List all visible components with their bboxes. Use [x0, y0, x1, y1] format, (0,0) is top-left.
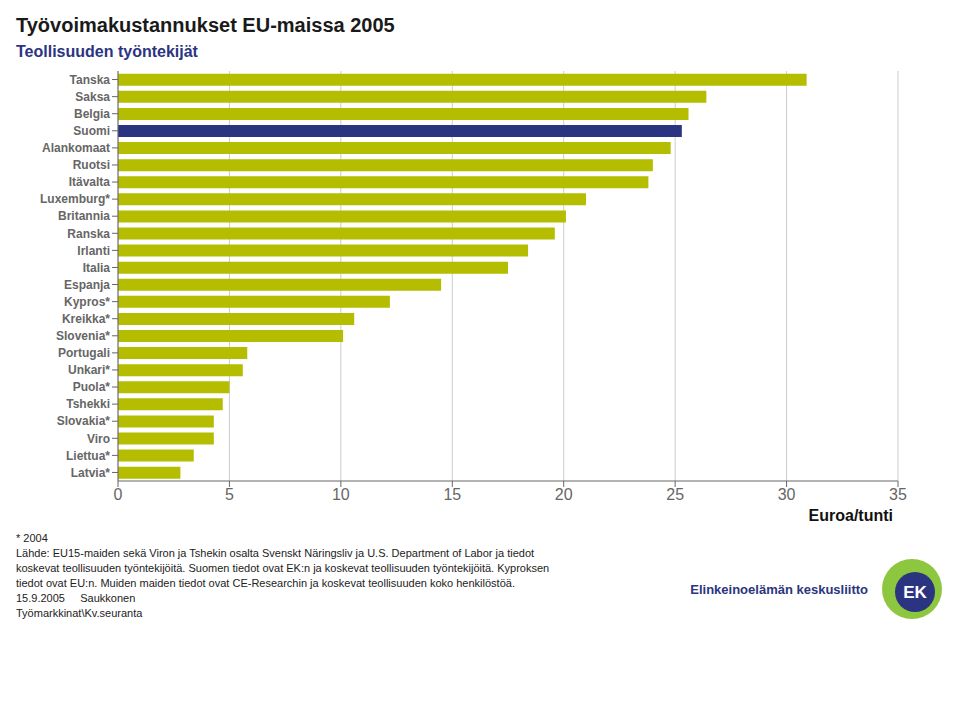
html-text:Elinkeinoelämän keskusliitto: Elinkeinoelämän keskusliitto: [690, 581, 868, 597]
svg-text:15: 15: [443, 486, 461, 503]
svg-text:Tshekki: Tshekki: [66, 397, 110, 411]
svg-text:0: 0: [114, 486, 123, 503]
svg-text:Alankomaat: Alankomaat: [42, 141, 110, 155]
svg-text:Belgia: Belgia: [74, 107, 110, 121]
svg-text:Kreikka*: Kreikka*: [62, 312, 110, 326]
svg-text:Italia: Italia: [83, 261, 111, 275]
svg-text:Luxemburg*: Luxemburg*: [40, 192, 110, 206]
svg-text:5: 5: [225, 486, 234, 503]
html-text:tiedot ovat EU:n. Muiden maide: tiedot ovat EU:n. Muiden maiden tiedot o…: [16, 577, 515, 589]
html-text:Työmarkkinat\Kv.seuranta: Työmarkkinat\Kv.seuranta: [16, 607, 143, 619]
svg-text:Latvia*: Latvia*: [71, 466, 111, 480]
svg-text:Kypros*: Kypros*: [64, 295, 110, 309]
svg-text:Liettua*: Liettua*: [66, 449, 110, 463]
svg-text:Espanja: Espanja: [64, 278, 110, 292]
svg-text:Unkari*: Unkari*: [68, 363, 110, 377]
svg-text:Ruotsi: Ruotsi: [73, 158, 110, 172]
html-text:Työvoimakustannukset EU-maissa: Työvoimakustannukset EU-maissa 2005: [16, 14, 395, 36]
svg-text:Suomi: Suomi: [73, 124, 110, 138]
svg-text:Irlanti: Irlanti: [77, 244, 110, 258]
svg-text:Ranska: Ranska: [67, 227, 110, 241]
svg-text:Itävalta: Itävalta: [69, 175, 111, 189]
svg-text:Viro: Viro: [87, 432, 110, 446]
svg-text:Euroa/tunti: Euroa/tunti: [809, 507, 893, 524]
svg-text:Slovakia*: Slovakia*: [57, 414, 111, 428]
svg-text:10: 10: [332, 486, 350, 503]
svg-text:EK: EK: [903, 583, 927, 602]
html-text:* 2004: * 2004: [16, 532, 48, 544]
svg-text:Tanska: Tanska: [70, 73, 111, 87]
html-text:Teollisuuden työntekijät: Teollisuuden työntekijät: [16, 43, 198, 60]
svg-text:Portugali: Portugali: [58, 346, 110, 360]
html-text:koskevat teollisuuden työnteki: koskevat teollisuuden työntekijöitä. Suo…: [16, 562, 550, 574]
html-text:15.9.2005 Saukkonen: 15.9.2005 Saukkonen: [16, 592, 136, 604]
svg-text:35: 35: [889, 486, 907, 503]
svg-text:30: 30: [778, 486, 796, 503]
html-text:Lähde: EU15-maiden sekä Viron: Lähde: EU15-maiden sekä Viron ja Tshekin…: [16, 547, 535, 559]
svg-text:Slovenia*: Slovenia*: [56, 329, 110, 343]
svg-text:Britannia: Britannia: [58, 209, 110, 223]
svg-text:25: 25: [666, 486, 684, 503]
svg-text:20: 20: [555, 486, 573, 503]
svg-text:Saksa: Saksa: [75, 90, 110, 104]
svg-text:Puola*: Puola*: [73, 380, 111, 394]
